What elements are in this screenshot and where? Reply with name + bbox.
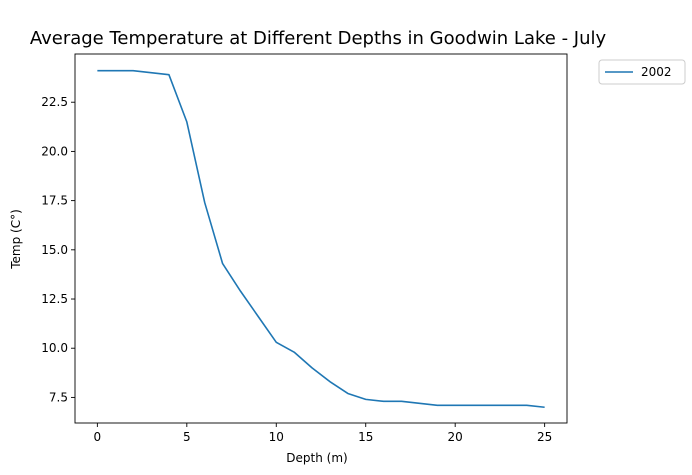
x-tick-label: 5 bbox=[183, 430, 191, 444]
series-line-0 bbox=[97, 69, 545, 409]
y-tick-label: 15.0 bbox=[41, 243, 68, 257]
y-tick-label: 7.5 bbox=[49, 390, 68, 404]
x-axis-label: Depth (m) bbox=[286, 451, 347, 465]
x-tick-label: 25 bbox=[537, 430, 552, 444]
x-tick-label: 10 bbox=[269, 430, 284, 444]
x-tick-label: 0 bbox=[94, 430, 102, 444]
x-axis: 0 5 10 15 20 25 bbox=[94, 423, 552, 444]
y-tick-label: 10.0 bbox=[41, 341, 68, 355]
legend-entry: 2002 bbox=[641, 65, 672, 79]
legend: 2002 bbox=[598, 59, 686, 85]
y-tick-label: 22.5 bbox=[41, 95, 68, 109]
y-axis-label: Temp (C°) bbox=[9, 209, 23, 270]
y-tick-label: 17.5 bbox=[41, 194, 68, 208]
y-tick-label: 20.0 bbox=[41, 144, 68, 158]
y-axis: 7.5 10.0 12.5 15.0 17.5 20.0 22.5 bbox=[41, 95, 75, 404]
plot-area bbox=[74, 53, 568, 424]
y-tick-label: 12.5 bbox=[41, 292, 68, 306]
plot-frame bbox=[74, 53, 568, 424]
legend-box bbox=[598, 59, 686, 85]
x-tick-label: 15 bbox=[358, 430, 373, 444]
x-tick-label: 20 bbox=[448, 430, 463, 444]
chart-title: Average Temperature at Different Depths … bbox=[30, 28, 607, 49]
